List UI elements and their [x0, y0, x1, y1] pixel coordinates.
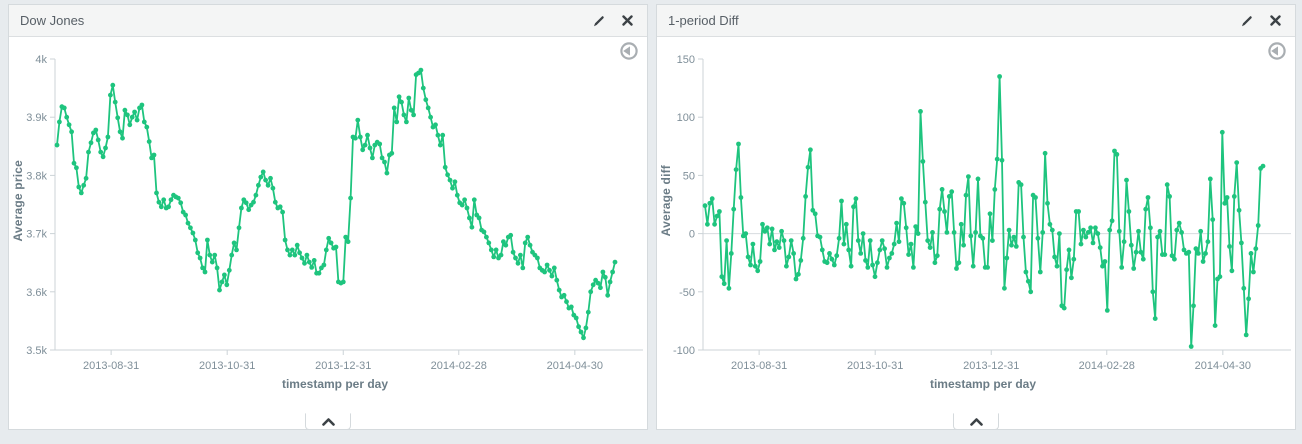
svg-text:2014-02-28: 2014-02-28 [1079, 360, 1135, 372]
chevron-up-icon [969, 417, 983, 426]
svg-text:2013-10-31: 2013-10-31 [199, 360, 255, 372]
svg-text:2013-12-31: 2013-12-31 [315, 360, 371, 372]
1-period-diff-chart[interactable]: 150 100 50 0 -50 -100 2013-08-31 2013-10-31 2013… [657, 37, 1295, 429]
svg-text:3.8k: 3.8k [26, 170, 47, 182]
chevron-up-icon [321, 417, 335, 426]
close-icon[interactable] [1266, 13, 1284, 29]
collapse-button[interactable] [305, 413, 351, 430]
close-icon[interactable] [618, 13, 636, 29]
svg-text:150: 150 [677, 54, 695, 66]
panel-header: 1-period Diff [657, 5, 1295, 37]
pencil-icon[interactable] [1238, 13, 1256, 29]
svg-text:0: 0 [689, 229, 695, 241]
chart-area: 4k 3.9k 3.8k 3.7k 3.6k 3.5k 2013-08-31 2013-10-… [9, 37, 647, 430]
svg-text:2013-12-31: 2013-12-31 [963, 360, 1019, 372]
svg-text:2014-04-30: 2014-04-30 [1195, 360, 1251, 372]
panel-title: Dow Jones [20, 13, 85, 28]
svg-text:50: 50 [683, 170, 695, 182]
svg-text:2014-02-28: 2014-02-28 [431, 360, 487, 372]
svg-text:2013-08-31: 2013-08-31 [83, 360, 139, 372]
dashboard: Dow Jones 4k 3.9k 3.8k 3.7k 3.6k 3.5k 2013-08-… [8, 4, 1296, 430]
svg-text:2014-04-30: 2014-04-30 [547, 360, 603, 372]
panel-header: Dow Jones [9, 5, 647, 37]
pencil-icon[interactable] [590, 13, 608, 29]
back-arrow-icon[interactable] [620, 42, 638, 60]
svg-text:3.9k: 3.9k [26, 112, 47, 124]
svg-text:2013-10-31: 2013-10-31 [847, 360, 903, 372]
svg-text:-100: -100 [673, 345, 695, 357]
dow-jones-chart[interactable]: 4k 3.9k 3.8k 3.7k 3.6k 3.5k 2013-08-31 2013-10-… [9, 37, 647, 429]
svg-text:-50: -50 [679, 287, 695, 299]
panel-title: 1-period Diff [668, 13, 739, 28]
panel-1-period-diff: 1-period Diff 150 100 50 0 -50 -100 2013-08-31… [656, 4, 1296, 430]
svg-text:3.5k: 3.5k [26, 345, 47, 357]
chart-area: 150 100 50 0 -50 -100 2013-08-31 2013-10-31 2013… [657, 37, 1295, 430]
svg-text:2013-08-31: 2013-08-31 [731, 360, 787, 372]
collapse-button[interactable] [953, 413, 999, 430]
svg-text:100: 100 [677, 112, 695, 124]
svg-text:3.6k: 3.6k [26, 287, 47, 299]
svg-text:3.7k: 3.7k [26, 229, 47, 241]
panel-dow-jones: Dow Jones 4k 3.9k 3.8k 3.7k 3.6k 3.5k 2013-08-… [8, 4, 648, 430]
svg-text:4k: 4k [35, 54, 47, 66]
back-arrow-icon[interactable] [1268, 42, 1286, 60]
